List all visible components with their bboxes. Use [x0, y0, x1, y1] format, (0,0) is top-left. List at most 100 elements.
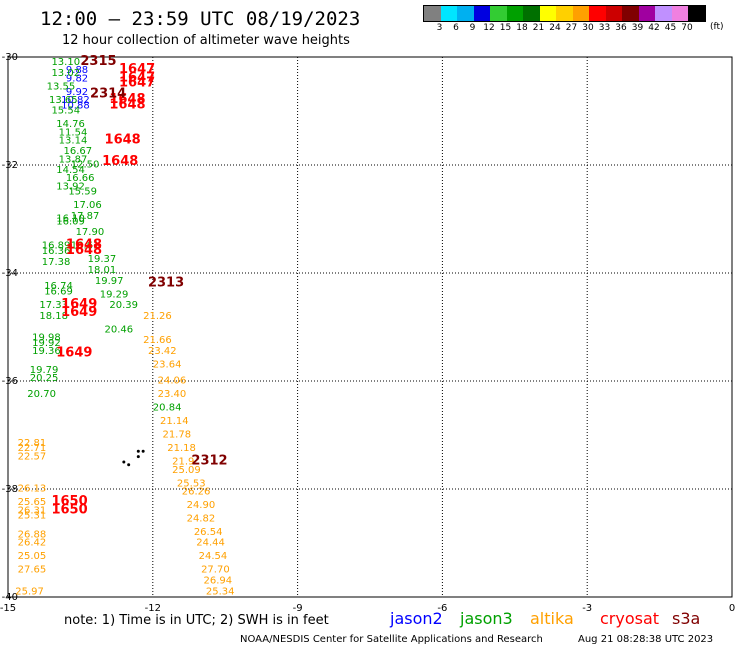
color-scale-label: 70: [681, 23, 693, 33]
data-label-cryosat: 1648: [105, 132, 141, 147]
data-label-jason3: 16.09: [56, 216, 85, 227]
data-label-altika: 22.57: [18, 451, 47, 462]
color-scale-label: 30: [582, 23, 594, 33]
data-label-jason2: 10.82: [61, 95, 90, 106]
data-label-jason3: 17.33: [39, 300, 68, 311]
legend-item-altika: altika: [530, 609, 574, 628]
data-label-altika: 21.26: [143, 311, 172, 322]
data-label-altika: 25.65: [18, 497, 47, 508]
data-label-cryosat: 1647: [119, 76, 155, 91]
data-label-jason3: 19.37: [88, 254, 117, 265]
data-label-cryosat: 1649: [56, 346, 92, 361]
data-label-jason3: 19.92: [32, 338, 61, 349]
data-label-altika: 25.53: [177, 478, 206, 489]
x-tick-label: -15: [0, 603, 16, 614]
y-tick-label: -30: [2, 52, 18, 63]
data-label-jason2: 9.92: [66, 87, 88, 98]
data-label-cryosat: 1647: [119, 70, 155, 85]
color-scale-label: 39: [631, 23, 644, 33]
data-label-altika: 24.06: [158, 376, 187, 387]
data-label-jason2: 9.82: [66, 73, 88, 84]
color-swatch: [655, 6, 672, 21]
color-swatch: [589, 6, 606, 21]
legend-item-cryosat: cryosat: [600, 609, 660, 628]
color-scale-label: 24: [549, 23, 561, 33]
color-swatch: [523, 6, 540, 21]
data-label-s3a: 2312: [191, 454, 227, 469]
y-tick-label: -36: [2, 376, 18, 387]
data-label-altika: 25.09: [172, 465, 201, 476]
color-swatch: [671, 6, 688, 21]
color-scale-label: 33: [598, 23, 611, 33]
data-label-altika: 22.71: [18, 443, 47, 454]
plot-frame: [7, 56, 733, 598]
data-label-jason3: 20.25: [30, 373, 59, 384]
data-label-jason3: 16.69: [44, 287, 73, 298]
footnote: note: 1) Time is in UTC; 2) SWH is in fe…: [64, 613, 329, 628]
color-swatch: [506, 6, 523, 21]
data-label-altika: 26.31: [18, 505, 47, 516]
color-scale-label: 21: [532, 23, 545, 33]
data-label-altika: 23.42: [148, 346, 177, 357]
color-swatch: [605, 6, 622, 21]
data-label-jason3: 18.61: [71, 241, 100, 252]
color-swatch: [490, 6, 507, 21]
data-label-altika: 27.65: [18, 565, 47, 576]
data-label-jason3: 18.18: [39, 311, 68, 322]
x-tick-label: 0: [729, 603, 735, 614]
data-label-altika: 25.34: [206, 586, 235, 597]
data-label-altika: 21.9: [172, 457, 194, 468]
island-mark: [141, 449, 145, 453]
legend-item-jason3: jason3: [460, 609, 513, 628]
data-label-s3a: 2315: [80, 54, 116, 69]
color-scale-label: 27: [565, 23, 578, 33]
data-label-jason3: 16.67: [64, 146, 93, 157]
data-label-cryosat: 1648: [66, 243, 102, 258]
data-label-jason3: 15.59: [68, 187, 97, 198]
x-tick-label: -9: [293, 603, 303, 614]
data-label-jason3: 14.76: [56, 119, 85, 130]
island-mark: [122, 460, 126, 464]
data-label-jason3: 14.54: [56, 165, 85, 176]
island-mark: [136, 455, 140, 459]
data-label-altika: 26.88: [18, 530, 47, 541]
data-label-jason2: 9.88: [66, 65, 88, 76]
color-swatch: [424, 6, 441, 21]
color-swatch: [457, 6, 474, 21]
color-scale-unit: (ft): [710, 22, 724, 32]
data-label-jason3: 16.74: [44, 281, 73, 292]
data-label-jason3: 15.54: [51, 106, 80, 117]
data-label-jason3: 20.70: [27, 389, 56, 400]
data-label-jason3: 13.92: [56, 181, 85, 192]
color-scale-label: 6: [453, 23, 459, 33]
credit-line: NOAA/NESDIS Center for Satellite Applica…: [240, 634, 543, 645]
data-label-jason3: 11.54: [59, 127, 88, 138]
data-label-jason3: 20.39: [109, 300, 138, 311]
data-label-cryosat: 1647: [119, 62, 155, 77]
data-label-altika: 25.31: [18, 511, 47, 522]
data-label-cryosat: 1648: [66, 238, 102, 253]
data-label-altika: 26.54: [194, 527, 223, 538]
data-label-altika: 21.66: [143, 335, 172, 346]
color-swatch: [556, 6, 573, 21]
data-label-jason3: 13.14: [59, 135, 88, 146]
data-label-altika: 26.94: [203, 576, 232, 587]
generation-timestamp: Aug 21 08:28:38 UTC 2023: [578, 634, 714, 645]
data-label-jason3: 19.79: [30, 365, 59, 376]
data-label-jason3: 17.38: [42, 257, 71, 268]
x-tick-label: -3: [582, 603, 592, 614]
y-tick-label: -34: [2, 268, 18, 279]
data-label-jason3: 19.29: [100, 289, 129, 300]
data-label-cryosat: 1650: [51, 494, 87, 509]
color-scale-label: 9: [469, 23, 476, 33]
legend-item-s3a: s3a: [672, 609, 701, 628]
data-label-jason3: 17.06: [73, 200, 102, 211]
data-label-altika: 21.14: [160, 416, 189, 427]
data-label-jason3: 20.46: [105, 324, 134, 335]
data-label-jason3: 13.02: [51, 68, 80, 79]
data-label-altika: 27.70: [201, 565, 230, 576]
data-label-cryosat: 1650: [51, 502, 87, 517]
legend-item-jason2: jason2: [390, 609, 443, 628]
data-label-cryosat: 1648: [109, 97, 145, 112]
